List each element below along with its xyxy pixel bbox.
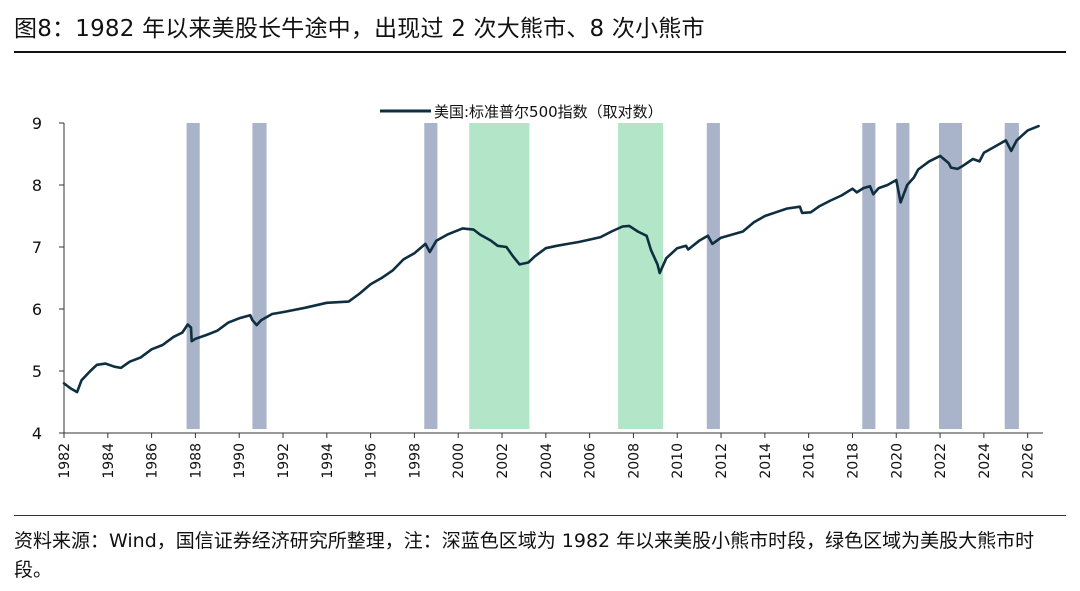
small-bear-band (424, 123, 438, 429)
y-tick-label: 5 (32, 362, 42, 381)
legend-label: 美国:标准普尔500指数（取对数） (434, 103, 663, 121)
bear-market-bands (186, 123, 1019, 429)
sp500-log-chart: 4 5 6 7 8 9 1982 1984 1986 1988 1990 1992 1994 1996 19… (32, 103, 1043, 479)
chart-legend: 美国:标准普尔500指数（取对数） (380, 103, 663, 121)
small-bear-band (186, 123, 200, 429)
small-bear-band (1004, 123, 1019, 429)
series-line-layer (62, 124, 1040, 394)
small-bear-band (706, 123, 720, 429)
source-note: 资料来源：Wind，国信证券经济研究所整理，注：深蓝色区域为 1982 年以来美… (14, 530, 1035, 581)
big-bear-band (469, 123, 530, 429)
x-tick-label: 1992 (276, 443, 292, 479)
small-bear-band (896, 123, 910, 429)
y-tick-label: 6 (32, 300, 42, 319)
x-tick-label: 1998 (407, 443, 423, 479)
title-divider (14, 51, 1066, 53)
y-tick-label: 4 (32, 424, 42, 443)
x-tick-label: 2008 (626, 443, 642, 479)
small-bear-band (939, 123, 962, 429)
x-tick-label: 1984 (101, 443, 117, 479)
x-tick-label: 1986 (145, 443, 161, 479)
x-tick-label: 2022 (933, 443, 949, 479)
small-bear-band (252, 123, 267, 429)
x-tick-label: 2006 (583, 443, 599, 479)
y-tick-label: 9 (32, 114, 42, 133)
figure-title: 图8：1982 年以来美股长牛途中，出现过 2 次大熊市、8 次小熊市 (14, 16, 705, 42)
x-tick-label: 1996 (364, 443, 380, 479)
x-tick-label: 2020 (889, 443, 905, 479)
x-tick-label: 2016 (802, 443, 818, 479)
x-tick-label: 2026 (1021, 443, 1037, 479)
x-tick-label: 1982 (57, 443, 73, 479)
y-tick-label: 8 (32, 176, 42, 195)
x-tick-label: 2024 (977, 443, 993, 479)
x-tick-label: 2010 (670, 443, 686, 479)
sp500-log-series-line (62, 124, 1040, 394)
small-bear-band (862, 123, 876, 429)
x-tick-label: 2004 (539, 443, 555, 479)
x-tick-label: 1994 (320, 443, 336, 479)
x-tick-label: 2018 (845, 443, 861, 479)
x-tick-label: 2002 (495, 443, 511, 479)
x-tick-label: 1990 (232, 443, 248, 479)
x-tick-label: 2000 (451, 443, 467, 479)
y-tick-label: 7 (32, 238, 42, 257)
footer-divider (14, 515, 1066, 516)
x-tick-label: 2014 (758, 443, 774, 479)
big-bear-band (618, 123, 663, 429)
chart-axes: 4 5 6 7 8 9 1982 1984 1986 1988 1990 1992 1994 1996 19… (32, 114, 1043, 479)
x-tick-label: 2012 (714, 443, 730, 479)
x-tick-label: 1988 (188, 443, 204, 479)
